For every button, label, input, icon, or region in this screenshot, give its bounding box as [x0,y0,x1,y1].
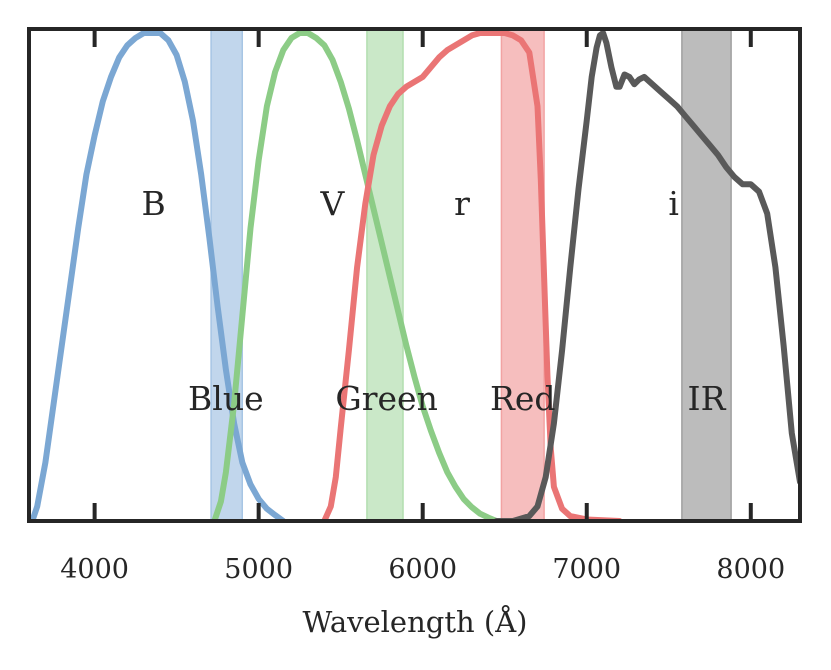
x-tick-label: 5000 [224,554,293,585]
band-label-blue: Blue [188,379,264,418]
curve-label-i: i [668,184,679,223]
curve-i [493,30,800,521]
curve-label-r: r [454,184,470,223]
band-label-green: Green [335,379,437,418]
band-ir [681,29,732,521]
x-axis-label: Wavelength (Å) [303,604,528,639]
plot-frame [27,27,802,523]
curve-r [321,30,623,521]
curve-v [211,30,500,521]
x-tick-label: 7000 [552,554,621,585]
curve-layer [29,30,800,521]
x-tick-label-layer: 4000 5000 6000 7000 8000 [60,554,785,585]
curve-label-v: V [320,184,346,223]
band-label-red: Red [490,379,556,418]
band-layer [210,29,732,521]
band-label-ir: IR [688,379,727,418]
curve-label-b: B [142,184,166,223]
band-green [366,29,404,521]
x-tick-label: 4000 [60,554,129,585]
curve-b [29,30,287,521]
x-tick-label: 6000 [388,554,457,585]
x-tick-label: 8000 [716,554,785,585]
tick-layer [92,29,753,521]
